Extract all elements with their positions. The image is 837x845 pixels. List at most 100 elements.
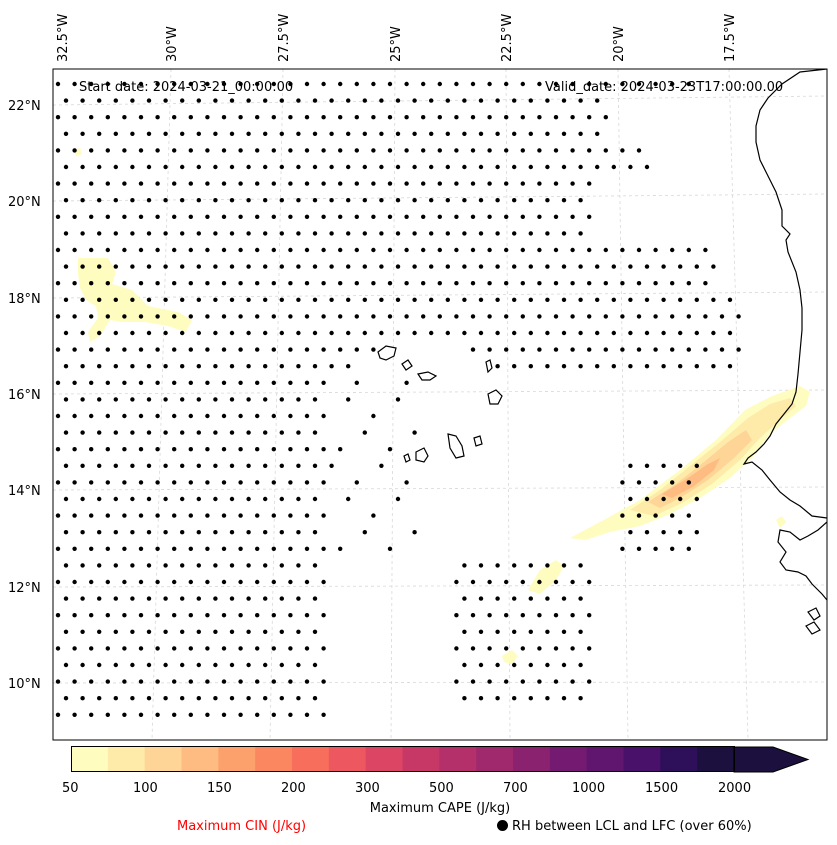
rh-dot — [63, 364, 69, 369]
rh-dot — [155, 81, 160, 87]
rh-dot — [97, 696, 102, 701]
rh-dot — [188, 646, 193, 651]
rh-dot — [138, 214, 144, 219]
rh-dot — [105, 314, 111, 319]
rh-dot — [221, 380, 227, 385]
rh-dot — [520, 347, 525, 352]
rh-dot — [595, 131, 600, 136]
rh-dot — [205, 148, 210, 153]
rh-dot — [255, 513, 260, 518]
rh-dot — [421, 148, 426, 153]
rh-dot — [304, 347, 310, 352]
rh-dot — [205, 546, 210, 551]
rh-dot — [196, 662, 201, 668]
rh-dot — [338, 214, 343, 219]
rh-dot — [587, 181, 592, 186]
rh-dot — [105, 447, 111, 452]
rh-dot — [113, 98, 119, 103]
rh-dot — [537, 679, 542, 684]
rh-dot — [545, 164, 550, 170]
rh-dot — [545, 98, 550, 103]
rh-dot — [238, 115, 243, 120]
rh-dot — [205, 380, 210, 385]
rh-dot — [172, 447, 177, 452]
rh-dot — [146, 164, 152, 170]
rh-dot — [362, 164, 367, 170]
rh-dot — [138, 347, 144, 352]
rh-dot — [238, 181, 243, 186]
rh-dot — [470, 314, 476, 319]
rh-dot — [478, 264, 484, 269]
rh-dot — [412, 198, 417, 203]
colorbar-cell — [549, 747, 588, 772]
colorbar-tick: 700 — [503, 781, 528, 796]
rh-dot — [395, 131, 401, 136]
rh-dot — [113, 198, 119, 203]
rh-dot — [636, 480, 642, 485]
rh-dot — [238, 214, 243, 219]
rh-dot — [188, 148, 193, 153]
rh-dot — [63, 98, 69, 103]
rh-dot — [670, 314, 675, 319]
rh-dot — [72, 679, 77, 684]
rh-dot — [213, 330, 218, 336]
rh-dot — [130, 430, 135, 435]
rh-dot — [271, 247, 276, 253]
rh-dot — [703, 347, 708, 352]
rh-dot — [686, 513, 691, 518]
rh-dot — [478, 563, 484, 568]
rh-dot — [727, 364, 733, 369]
rh-dot — [221, 314, 227, 319]
rh-dot — [421, 214, 426, 219]
rh-dot — [362, 98, 367, 103]
rh-dot — [429, 131, 434, 136]
rh-dot — [520, 314, 525, 319]
rh-dot — [454, 148, 459, 153]
rh-dot — [180, 98, 185, 103]
rh-dot — [653, 347, 658, 352]
rh-dot — [653, 247, 658, 253]
rh-dot — [437, 148, 442, 153]
rh-dot — [478, 131, 484, 136]
rh-dot — [89, 613, 94, 618]
rh-dot — [122, 447, 127, 452]
rh-dot — [122, 413, 127, 419]
rh-dot — [213, 530, 218, 535]
rh-dot — [146, 696, 152, 701]
rh-dot — [213, 662, 218, 668]
rh-dot — [255, 613, 260, 618]
rh-dot — [146, 198, 152, 203]
rh-dot — [312, 231, 318, 236]
rh-dot — [304, 546, 310, 551]
rh-dot — [163, 264, 168, 269]
colorbar-tick: 200 — [281, 781, 306, 796]
rh-dot — [487, 646, 492, 651]
rh-dot — [229, 364, 235, 369]
rh-dot — [644, 463, 650, 468]
rh-dot — [279, 297, 284, 302]
rh-dot — [246, 231, 251, 236]
rh-dot — [462, 164, 467, 170]
rh-dot — [163, 662, 168, 668]
rh-dot — [105, 81, 111, 87]
rh-dot — [304, 214, 310, 219]
rh-dot — [429, 231, 434, 236]
rh-dot — [528, 696, 533, 701]
rh-dot — [537, 314, 542, 319]
rh-dot — [462, 662, 467, 668]
rh-dot — [537, 613, 542, 618]
rh-dot — [553, 214, 559, 219]
rh-dot — [288, 413, 293, 419]
rh-dot — [678, 264, 683, 269]
rh-dot — [620, 314, 625, 319]
rh-dot — [379, 264, 384, 269]
rh-dot — [719, 347, 725, 352]
rh-dot — [72, 413, 77, 419]
rh-dot — [561, 98, 567, 103]
rh-dot — [255, 679, 260, 684]
rh-dot — [205, 513, 210, 518]
valid-date-text: Valid_date: 2024-03-23T17:00:00.00 — [545, 80, 783, 95]
rh-dot — [172, 81, 177, 87]
rh-dot — [155, 480, 160, 485]
rh-dot — [395, 297, 401, 302]
